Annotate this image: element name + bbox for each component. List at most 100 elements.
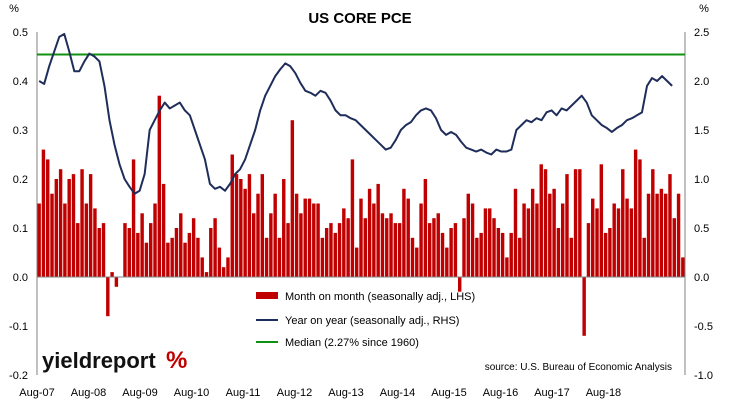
bar-7 xyxy=(67,179,71,277)
bar-74 xyxy=(354,247,359,277)
legend-label-median: Median (2.27% since 1960) xyxy=(285,337,419,349)
bar-139 xyxy=(633,149,638,277)
bar-26 xyxy=(149,223,153,277)
right-axis-unit: % xyxy=(699,3,709,15)
bar-58 xyxy=(286,223,290,277)
legend-swatch-bar xyxy=(256,292,278,299)
bar-138 xyxy=(629,208,634,277)
bar-66 xyxy=(320,237,325,277)
left-tick-label: 0.5 xyxy=(13,27,28,39)
x-tick-label: Aug-12 xyxy=(277,387,312,399)
right-tick-label: -1.0 xyxy=(694,370,713,382)
axes xyxy=(36,32,686,375)
bar-70 xyxy=(337,223,342,277)
legend-item-median: Median (2.27% since 1960) xyxy=(256,337,419,349)
bar-125 xyxy=(573,169,578,277)
bar-141 xyxy=(642,237,646,277)
legend: Month on month (seasonally adj., LHS) Ye… xyxy=(256,291,475,349)
legend-item-mom: Month on month (seasonally adj., LHS) xyxy=(256,291,475,303)
bar-143 xyxy=(651,169,655,277)
bar-89 xyxy=(419,203,423,277)
bar-100 xyxy=(466,193,470,277)
bar-57 xyxy=(282,179,286,277)
bar-9 xyxy=(76,223,80,277)
bar-75 xyxy=(359,198,363,277)
bar-140 xyxy=(638,159,642,277)
bar-92 xyxy=(432,218,436,277)
bar-55 xyxy=(273,193,277,277)
bar-35 xyxy=(187,232,192,277)
bar-53 xyxy=(264,237,269,277)
left-tick-label: 0.0 xyxy=(13,272,28,284)
bar-27 xyxy=(153,203,157,277)
bar-134 xyxy=(612,203,616,277)
bar-37 xyxy=(196,237,200,277)
bar-50 xyxy=(252,213,256,277)
bar-31 xyxy=(170,237,174,277)
bar-62 xyxy=(303,198,307,277)
right-tick-label: 2.5 xyxy=(694,27,709,39)
bar-18 xyxy=(114,277,119,287)
bar-44 xyxy=(226,257,230,277)
logo-percent-icon: % xyxy=(166,347,187,374)
left-axis-unit: % xyxy=(9,3,19,15)
bar-69 xyxy=(333,232,337,277)
bar-11 xyxy=(84,203,89,277)
bar-147 xyxy=(668,174,672,277)
left-tick-label: 0.3 xyxy=(13,125,28,137)
right-tick-label: 0.0 xyxy=(694,272,709,284)
source-note: source: U.S. Bureau of Economic Analysis xyxy=(485,362,672,373)
bar-10 xyxy=(80,169,84,277)
x-tick-label: Aug-08 xyxy=(71,387,106,399)
bar-119 xyxy=(548,193,552,277)
bar-54 xyxy=(269,213,273,277)
bar-78 xyxy=(372,203,376,277)
bar-0 xyxy=(37,203,41,277)
bar-112 xyxy=(518,237,522,277)
bar-96 xyxy=(449,228,453,277)
bar-129 xyxy=(591,198,595,277)
bar-13 xyxy=(93,208,97,277)
bar-1 xyxy=(41,149,46,277)
bar-43 xyxy=(221,267,226,277)
bar-34 xyxy=(183,242,187,277)
legend-label-mom: Month on month (seasonally adj., LHS) xyxy=(285,291,475,303)
bar-61 xyxy=(299,213,303,277)
bar-25 xyxy=(144,242,149,277)
bar-42 xyxy=(217,247,222,277)
bar-41 xyxy=(213,218,217,277)
bar-118 xyxy=(543,169,548,277)
bar-117 xyxy=(539,164,543,277)
bar-39 xyxy=(204,272,209,277)
chart-title: US CORE PCE xyxy=(308,10,411,27)
bar-59 xyxy=(290,120,295,277)
bar-130 xyxy=(595,208,599,277)
bar-94 xyxy=(440,232,445,277)
bar-127 xyxy=(582,277,586,336)
bar-102 xyxy=(475,237,479,277)
bar-108 xyxy=(500,232,505,277)
bar-122 xyxy=(560,203,565,277)
bar-12 xyxy=(88,174,93,277)
left-tick-label: -0.1 xyxy=(9,321,28,333)
bar-60 xyxy=(294,193,299,277)
bar-51 xyxy=(256,193,260,277)
bar-32 xyxy=(174,228,179,277)
x-tick-label: Aug-15 xyxy=(431,387,466,399)
bar-93 xyxy=(436,213,440,277)
bar-87 xyxy=(410,237,415,277)
bar-30 xyxy=(166,242,170,277)
bar-136 xyxy=(621,169,625,277)
bar-36 xyxy=(191,218,196,277)
bar-128 xyxy=(586,223,591,277)
bar-21 xyxy=(127,228,131,277)
bar-150 xyxy=(681,257,685,277)
bar-85 xyxy=(402,188,406,277)
x-tick-label: Aug-16 xyxy=(483,387,518,399)
bar-40 xyxy=(209,228,213,277)
bar-52 xyxy=(260,174,265,277)
bar-115 xyxy=(530,188,535,277)
bar-103 xyxy=(479,232,483,277)
bar-71 xyxy=(342,208,346,277)
